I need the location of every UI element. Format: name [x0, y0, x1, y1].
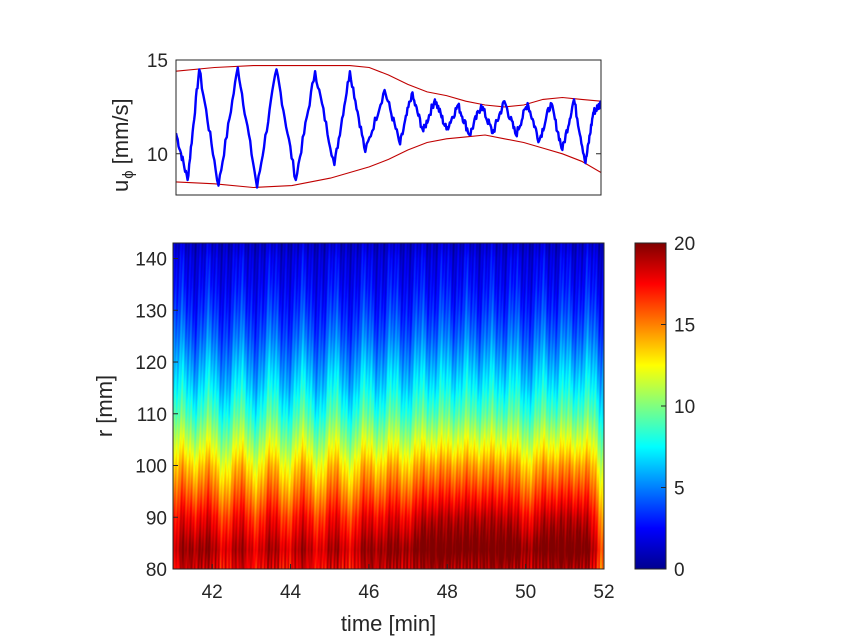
heatmap-y-axis-label: r [mm] [92, 375, 117, 437]
heatmap-x-tick-label: 48 [437, 582, 458, 603]
top-y-tick-label: 10 [147, 145, 168, 166]
heatmap-x-tick-label: 50 [515, 582, 536, 603]
top-panel: 10 15 uϕ[mm/s] [108, 51, 602, 196]
top-y-axis-label: uϕ[mm/s] [108, 98, 137, 192]
heatmap-image-container [173, 243, 604, 569]
heatmap-x-axis-label: time [min] [341, 611, 436, 636]
heatmap-y-ticks: 80 90 100 110 120 130 140 [135, 250, 178, 581]
colorbar: 0 5 10 15 20 [634, 234, 695, 581]
heatmap-y-tick-label: 90 [146, 508, 167, 529]
upper-envelope-line [176, 65, 601, 108]
heatmap-axes-box [172, 242, 605, 570]
heatmap-y-tick-label: 80 [146, 560, 167, 581]
colorbar-tick-label: 10 [674, 397, 695, 418]
colorbar-ticks: 0 5 10 15 20 [661, 234, 695, 581]
heatmap-x-tick-label: 52 [593, 582, 614, 603]
top-y-ticks: 10 15 [147, 51, 601, 166]
velocity-signal-line [176, 66, 601, 189]
heatmap-x-tick-label: 42 [202, 582, 223, 603]
heatmap-y-tick-label: 130 [135, 301, 167, 322]
heatmap-x-ticks: 42 44 46 48 50 52 [202, 564, 615, 603]
top-axes-box [175, 59, 602, 196]
colorbar-tick-label: 0 [674, 560, 685, 581]
colorbar-tick-label: 5 [674, 479, 685, 500]
lower-envelope-line [176, 134, 601, 189]
top-y-tick-label: 15 [147, 51, 168, 72]
colorbar-tick-label: 15 [674, 316, 695, 337]
heatmap-x-tick-label: 46 [358, 582, 379, 603]
heatmap-y-tick-label: 120 [135, 353, 167, 374]
heatmap-x-tick-label: 44 [280, 582, 302, 603]
heatmap-panel: 42 44 46 48 50 52 80 90 100 110 120 130 140 time [m… [92, 242, 615, 636]
heatmap-y-tick-label: 140 [135, 250, 167, 271]
heatmap-y-tick-label: 100 [135, 457, 167, 478]
colorbar-tick-label: 20 [674, 234, 695, 255]
heatmap-image [173, 243, 604, 569]
heatmap-y-tick-label: 110 [137, 405, 167, 426]
